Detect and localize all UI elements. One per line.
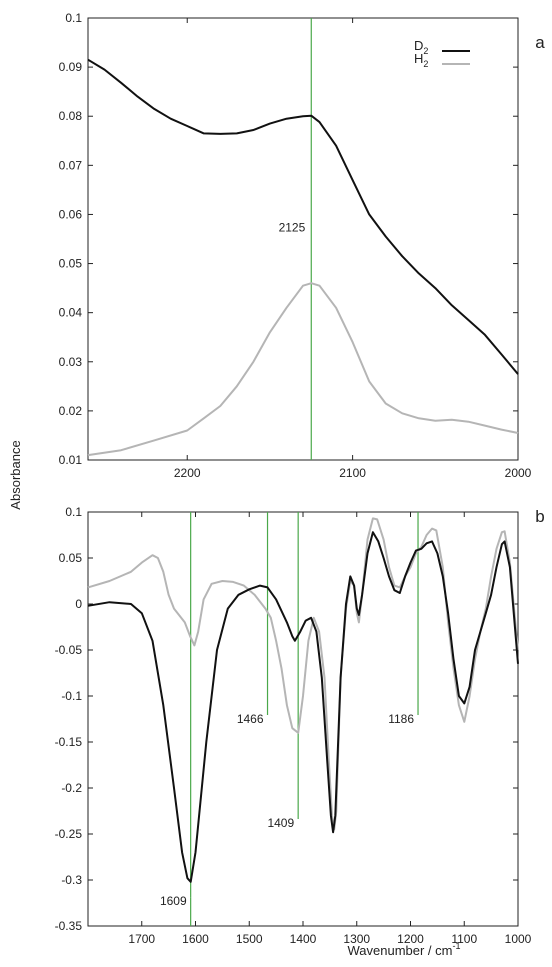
y-tick-label: -0.1 — [61, 689, 82, 703]
y-tick-label: -0.2 — [61, 781, 82, 795]
x-tick-label: 1600 — [182, 932, 209, 946]
marker-label-1186: 1186 — [388, 712, 414, 726]
x-tick-label: 1200 — [397, 932, 424, 946]
y-tick-label: 0.1 — [65, 11, 82, 25]
y-tick-label: -0.35 — [55, 919, 83, 933]
y-tick-label: -0.15 — [55, 735, 83, 749]
panel-b: -0.35 -0.3 -0.25 -0.2 -0.15 -0.1 -0.05 0 0.05 0.1… — [55, 505, 545, 946]
y-tick-label: 0.06 — [59, 207, 83, 221]
series-line-h2 — [87, 517, 519, 831]
legend-label-main: D — [414, 38, 423, 53]
marker-label-1409: 1409 — [267, 816, 294, 830]
y-tick-label: 0 — [75, 597, 82, 611]
y-tick-label: 0.08 — [59, 109, 83, 123]
plot-frame — [87, 17, 519, 461]
legend-label-sub: 2 — [423, 59, 428, 69]
marker-label-1466: 1466 — [237, 712, 264, 726]
y-axis-label: Absorbance — [8, 440, 23, 509]
y-tick-label: -0.05 — [55, 643, 83, 657]
y-tick-label: -0.3 — [61, 873, 82, 887]
y-tick-label: -0.25 — [55, 827, 83, 841]
x-tick-label: 1700 — [128, 932, 155, 946]
marker-label-2125: 2125 — [279, 221, 306, 235]
y-tick-label: 0.07 — [59, 158, 83, 172]
x-tick-label: 2000 — [505, 466, 532, 480]
series-line-h2 — [87, 282, 519, 457]
x-axis-label-text: Wavenumber / cm — [347, 943, 452, 958]
y-tick-label: 0.1 — [65, 505, 82, 519]
legend-label-main: H — [414, 51, 423, 66]
legend-label: H2 — [414, 51, 428, 69]
series-line-d2 — [87, 58, 519, 375]
x-axis-label-superscript: -1 — [452, 941, 460, 951]
marker-label-1609: 1609 — [160, 894, 187, 908]
y-tick-label: 0.09 — [59, 60, 83, 74]
x-axis-label: Wavenumber / cm-1 — [347, 941, 460, 958]
y-tick-label: 0.01 — [59, 453, 83, 467]
panel-a: 0.01 0.02 0.03 0.04 0.05 0.06 0.07 0.08 0.09 0.1 2… — [59, 11, 546, 480]
series-line-d2 — [87, 531, 519, 883]
y-tick-label: 0.03 — [59, 355, 83, 369]
x-tick-label: 1100 — [451, 932, 477, 946]
x-tick-label: 1400 — [290, 932, 317, 946]
y-tick-label: 0.05 — [59, 257, 83, 271]
x-tick-label: 2100 — [339, 466, 366, 480]
legend-label: D2 — [414, 38, 428, 56]
panel-label: a — [535, 33, 545, 52]
panel-label: b — [535, 507, 544, 526]
x-tick-label: 1000 — [505, 932, 532, 946]
marker-lines — [190, 512, 419, 898]
x-tick-label: 1500 — [236, 932, 263, 946]
plot-frame — [87, 511, 519, 927]
x-tick-label: 2200 — [174, 466, 201, 480]
y-tick-label: 0.04 — [59, 306, 83, 320]
legend-label-sub: 2 — [423, 46, 428, 56]
x-tick-label: 1300 — [343, 932, 370, 946]
y-tick-label: 0.05 — [59, 551, 83, 565]
y-tick-label: 0.02 — [59, 404, 83, 418]
